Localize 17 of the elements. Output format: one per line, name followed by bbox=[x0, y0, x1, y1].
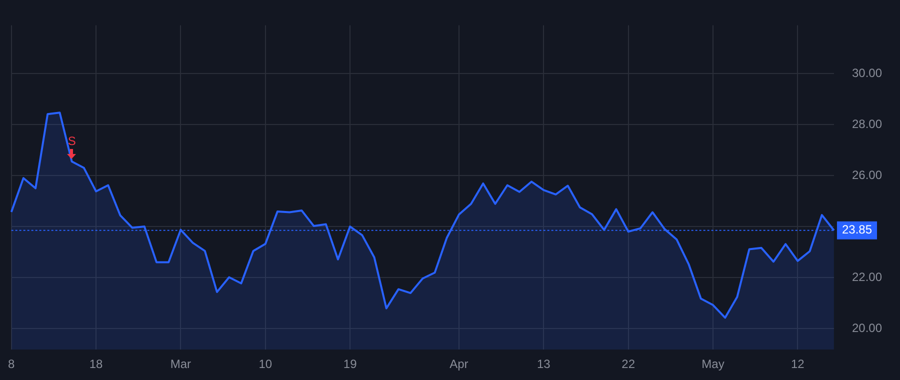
x-tick-label: 8 bbox=[8, 357, 15, 372]
y-tick-label: 22.00 bbox=[852, 270, 882, 284]
x-tick-label: 22 bbox=[622, 357, 636, 372]
x-tick-label: Mar bbox=[170, 357, 192, 372]
annotation: S bbox=[68, 134, 76, 148]
y-tick-label: 26.00 bbox=[852, 168, 882, 182]
x-tick-label: May bbox=[702, 357, 724, 372]
x-tick-label: 12 bbox=[791, 357, 805, 372]
x-tick-label: 19 bbox=[343, 357, 358, 372]
y-tick-label: 28.00 bbox=[852, 116, 882, 131]
x-tick-label: 10 bbox=[258, 357, 272, 372]
y-tick-label: 30.00 bbox=[852, 66, 882, 80]
y-tick-label: 20.00 bbox=[852, 320, 882, 335]
x-tick-label: 18 bbox=[89, 357, 104, 372]
x-tick-label: 13 bbox=[536, 357, 551, 372]
ref-line-label: 23.85 bbox=[842, 222, 872, 237]
x-tick-label: Apr bbox=[450, 357, 468, 372]
